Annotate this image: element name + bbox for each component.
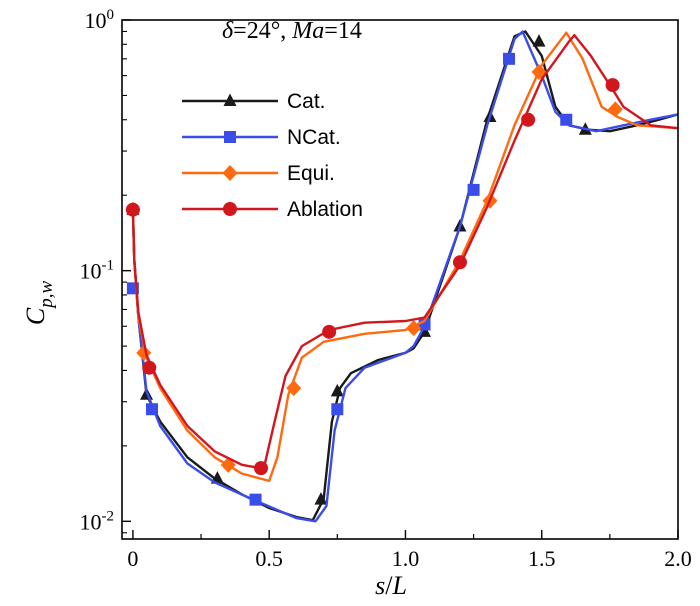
data-point-cat (330, 383, 344, 397)
series-line-ablation (131, 34, 679, 470)
chart-title: δ=24°, Ma=14 (222, 18, 362, 44)
legend-label-cat: Cat. (287, 90, 326, 113)
legend-marker-ablation (223, 202, 237, 216)
series-line-cat (131, 30, 679, 522)
y-tick-label-base: 10 (80, 259, 102, 284)
x-axis-title-ref: L (391, 571, 406, 600)
data-point-ncat (503, 52, 516, 65)
y-tick-label: 10-2 (80, 508, 115, 534)
legend-label-ablation: Ablation (287, 198, 363, 221)
title-ma-value: =14 (324, 18, 362, 44)
y-tick-label-exponent: -1 (102, 258, 115, 274)
data-point-ablation (142, 360, 157, 375)
y-axis-title-sub: p,w (36, 281, 57, 310)
x-tick-label: 2.0 (664, 546, 692, 571)
data-point-equi (607, 101, 623, 118)
y-tick-label: 10-1 (80, 258, 115, 284)
title-ma: Ma (291, 18, 324, 44)
legend-label-ncat: NCat. (287, 126, 341, 149)
series-line-equi (131, 31, 679, 483)
x-axis-title-var: s (375, 571, 385, 600)
y-axis-title: Cp,w (21, 281, 57, 326)
plot-frame (121, 19, 679, 540)
data-point-equi (286, 380, 302, 397)
series-line-ncat (131, 30, 679, 523)
legend-label-equi: Equi. (287, 162, 335, 185)
x-tick-label: 1.0 (392, 546, 420, 571)
x-tick-label: 0 (127, 546, 138, 571)
data-point-ablation (125, 202, 140, 217)
legend-marker-cat (223, 93, 237, 106)
data-point-cat (210, 471, 224, 484)
data-point-cat (532, 34, 546, 47)
series-layer (125, 30, 679, 523)
data-point-ablation (452, 255, 467, 270)
data-point-equi (406, 320, 422, 337)
series-ablation (125, 34, 679, 476)
y-tick-label: 100 (85, 7, 115, 33)
x-tick-label: 1.5 (528, 546, 556, 571)
y-tick-label-base: 10 (85, 8, 107, 33)
title-delta: δ (222, 18, 234, 44)
data-point-ncat (331, 403, 344, 416)
data-point-ablation (521, 112, 536, 127)
data-point-ablation (605, 78, 620, 93)
y-tick-label-exponent: 0 (107, 7, 115, 23)
y-tick-label-exponent: -2 (102, 508, 115, 524)
data-point-ncat (560, 113, 573, 126)
data-point-ablation (254, 461, 268, 476)
data-point-ncat (145, 403, 158, 416)
data-point-ncat (249, 493, 262, 506)
series-ncat (126, 30, 679, 523)
x-axis-title: s/L (375, 571, 407, 600)
data-point-cat (314, 492, 328, 505)
y-tick-label-base: 10 (80, 509, 102, 534)
data-point-ncat (467, 183, 480, 196)
y-axis-title-base: C (21, 307, 50, 325)
legend-marker-equi (222, 165, 238, 181)
legend-marker-ncat (224, 131, 236, 143)
title-delta-value: =24°, (233, 18, 292, 44)
data-point-ablation (322, 324, 337, 339)
x-axis-title-sep: / (385, 571, 393, 600)
legend: Cat. NCat. Equi. Ablation (182, 90, 363, 221)
x-tick-label: 0.5 (255, 546, 283, 571)
